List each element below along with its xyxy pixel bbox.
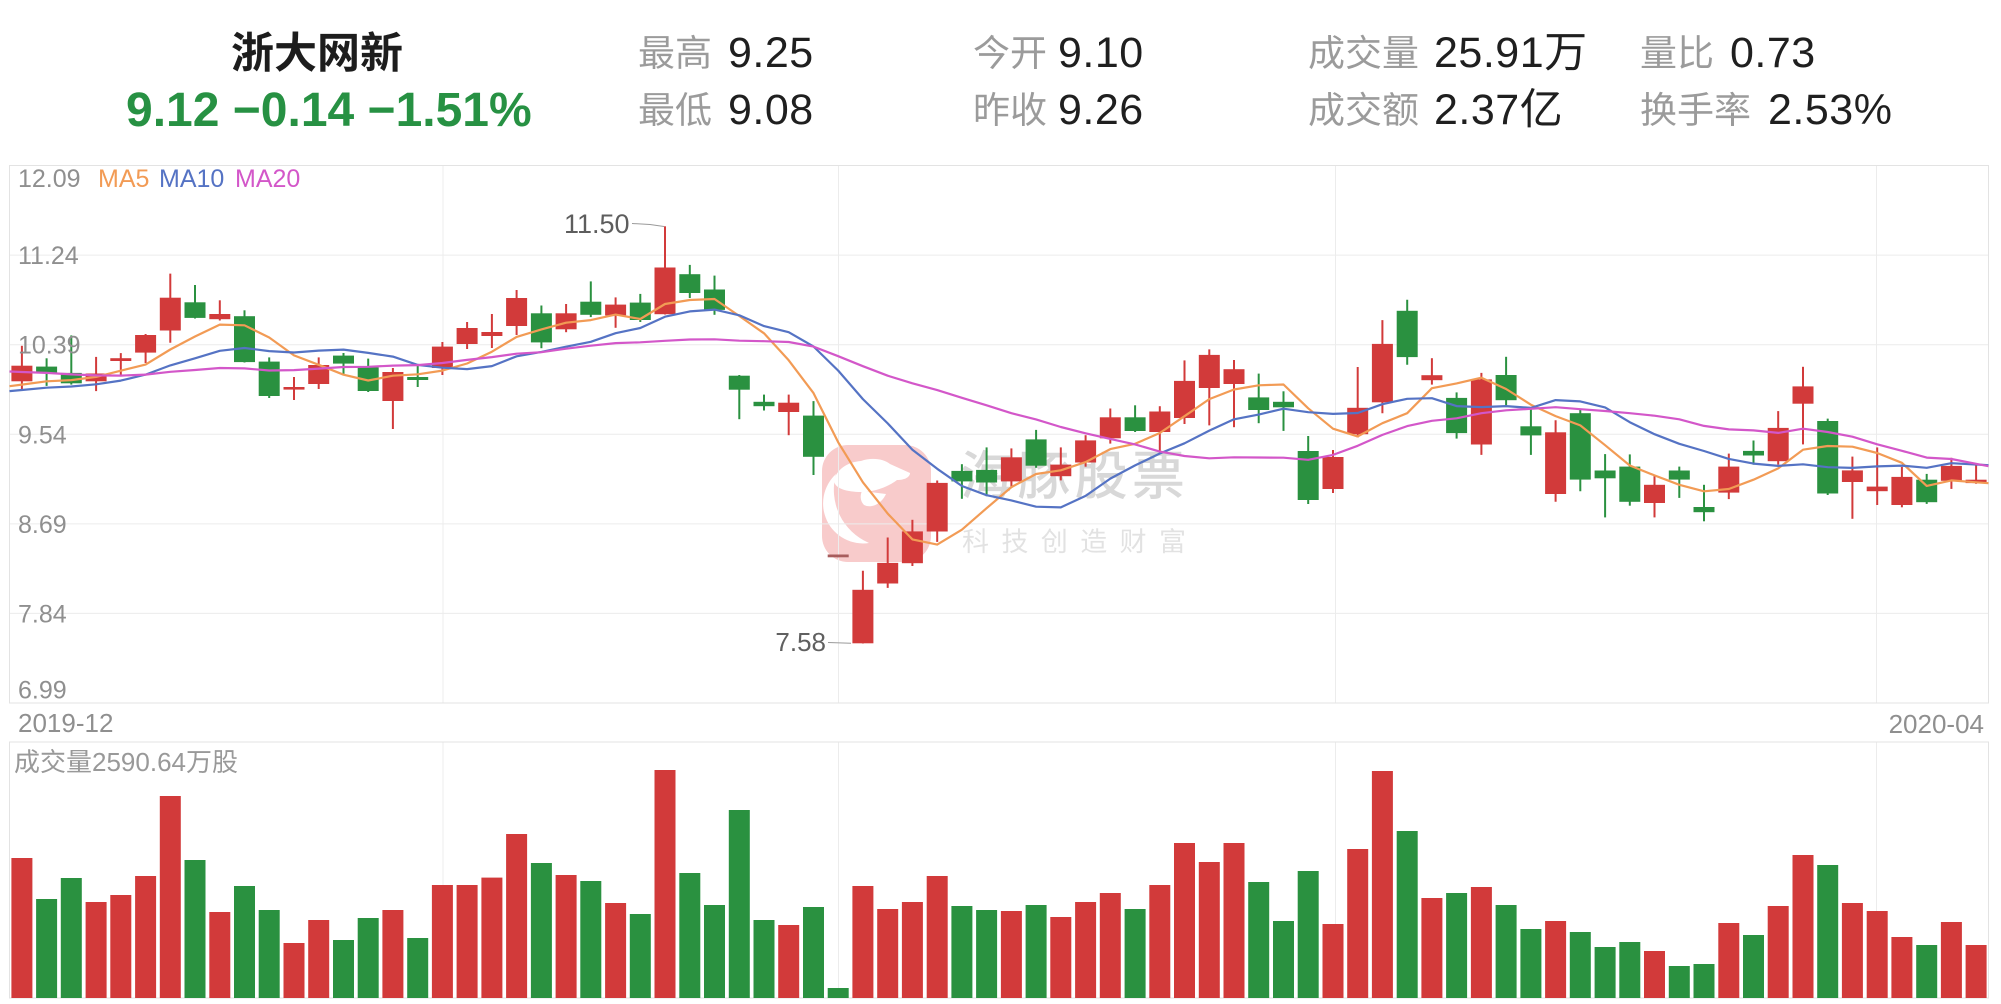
svg-text:0.73: 0.73 (1730, 29, 1816, 77)
svg-text:2019-12: 2019-12 (18, 708, 113, 738)
svg-text:9.25: 9.25 (728, 29, 814, 77)
svg-text:2020-04: 2020-04 (1889, 709, 1984, 739)
svg-text:9.12 −0.14 −1.51%: 9.12 −0.14 −1.51% (126, 84, 532, 137)
svg-text:2.37: 2.37 (1434, 86, 1520, 134)
svg-text:2590.64: 2590.64 (92, 747, 186, 777)
svg-text:9.26: 9.26 (1058, 86, 1144, 134)
svg-text:9.54: 9.54 (18, 421, 67, 449)
svg-text:7.84: 7.84 (18, 600, 67, 628)
svg-text:11.24: 11.24 (18, 242, 79, 270)
svg-text:8.69: 8.69 (18, 511, 67, 539)
svg-text:MA5: MA5 (98, 165, 149, 193)
svg-text:MA20: MA20 (235, 165, 300, 193)
svg-text:6.99: 6.99 (18, 676, 67, 704)
svg-text:12.09: 12.09 (18, 165, 81, 193)
svg-text:7.58: 7.58 (775, 627, 826, 657)
svg-text:2.53%: 2.53% (1768, 86, 1892, 134)
svg-text:MA10: MA10 (159, 165, 224, 193)
svg-text:11.50: 11.50 (564, 209, 630, 239)
svg-text:10.39: 10.39 (18, 332, 81, 360)
svg-text:9.10: 9.10 (1058, 29, 1144, 77)
svg-text:9.08: 9.08 (728, 86, 814, 134)
svg-text:25.91: 25.91 (1434, 29, 1544, 77)
